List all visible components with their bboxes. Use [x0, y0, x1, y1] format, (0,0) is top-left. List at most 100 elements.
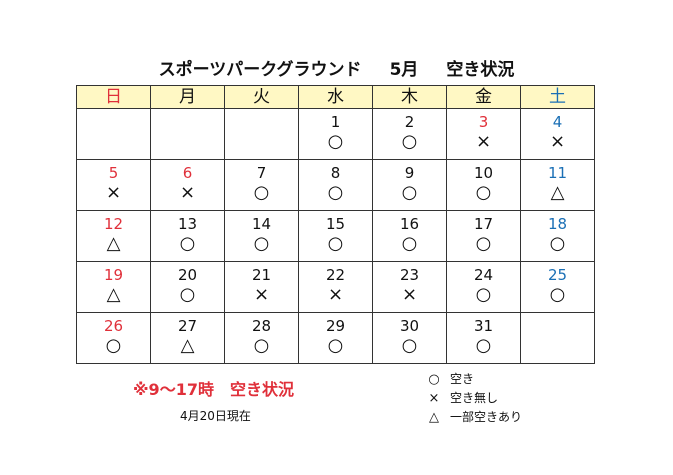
- day-number: 13: [177, 215, 198, 233]
- calendar-day-cell: 23 ×: [372, 261, 447, 313]
- day-number: 4: [552, 113, 563, 131]
- calendar-day-cell: 7 ○: [224, 159, 299, 211]
- day-number: 11: [547, 164, 568, 182]
- title-month: 5月: [389, 60, 419, 80]
- availability-mark-icon: ×: [253, 284, 270, 305]
- day-number: 7: [256, 164, 267, 182]
- availability-mark-icon: ○: [179, 284, 196, 305]
- availability-mark-icon: ○: [549, 233, 566, 254]
- calendar-day-cell: 27 △: [150, 312, 225, 364]
- calendar-week-row: 5 × 6 × 7 ○ 8 ○ 9 ○ 10 ○ 11 △: [76, 159, 595, 211]
- availability-mark-icon: ○: [253, 182, 270, 203]
- day-number: 19: [103, 266, 124, 284]
- calendar-day-cell: 28 ○: [224, 312, 299, 364]
- calendar-week-row: 26 ○ 27 △ 28 ○ 29 ○ 30 ○ 31 ○: [76, 312, 595, 364]
- calendar-day-cell: 30 ○: [372, 312, 447, 364]
- calendar-day-cell: 21 ×: [224, 261, 299, 313]
- calendar-table: 日 月 火 水 木 金 土 1 ○ 2 ○ 3 × 4 × 5 × 6 × 7 ○ 8 ○ 9 ○ 10 ○ 11 △ 12…: [76, 85, 595, 364]
- availability-mark-icon: ○: [475, 182, 492, 203]
- day-number: 27: [177, 317, 198, 335]
- availability-mark-icon: ○: [327, 131, 344, 152]
- day-number: 1: [330, 113, 341, 131]
- availability-mark-icon: ○: [401, 182, 418, 203]
- availability-mark-icon: ○: [253, 233, 270, 254]
- day-number: 8: [330, 164, 341, 182]
- calendar-week-row: 1 ○ 2 ○ 3 × 4 ×: [76, 108, 595, 160]
- legend: ○ 空き × 空き無し △ 一部空きあり: [418, 370, 522, 427]
- availability-mark-icon: ○: [105, 335, 122, 356]
- day-number: 17: [473, 215, 494, 233]
- legend-label: 一部空きあり: [450, 410, 523, 424]
- legend-label: 空き無し: [450, 391, 499, 405]
- day-number: 14: [251, 215, 272, 233]
- calendar-day-cell: 20 ○: [150, 261, 225, 313]
- hours-note: ※9～17時 空き状況: [133, 380, 294, 399]
- calendar-week-row: 19 △ 20 ○ 21 × 22 × 23 × 24 ○ 25 ○: [76, 261, 595, 313]
- availability-mark-icon: △: [550, 182, 565, 203]
- cross-icon: ×: [428, 391, 440, 406]
- availability-mark-icon: ○: [179, 233, 196, 254]
- calendar-day-cell: 14 ○: [224, 210, 299, 262]
- day-number: 2: [404, 113, 415, 131]
- calendar-day-cell: [150, 108, 225, 160]
- calendar-day-cell: 17 ○: [446, 210, 521, 262]
- day-number: 24: [473, 266, 494, 284]
- calendar-day-cell: 10 ○: [446, 159, 521, 211]
- day-number: 23: [399, 266, 420, 284]
- day-number: 3: [478, 113, 489, 131]
- availability-mark-icon: △: [180, 335, 195, 356]
- day-number: 25: [547, 266, 568, 284]
- day-number: 10: [473, 164, 494, 182]
- availability-mark-icon: ○: [475, 284, 492, 305]
- day-number: 18: [547, 215, 568, 233]
- availability-mark-icon: ○: [401, 335, 418, 356]
- title-park: スポーツパークグラウンド: [158, 60, 362, 80]
- weekday-wed: 水: [298, 85, 373, 109]
- calendar-day-cell: 22 ×: [298, 261, 373, 313]
- as-of-date: 4月20日現在: [180, 409, 251, 423]
- calendar-day-cell: 5 ×: [76, 159, 151, 211]
- availability-mark-icon: ×: [549, 131, 566, 152]
- calendar-day-cell: 16 ○: [372, 210, 447, 262]
- calendar-day-cell: 13 ○: [150, 210, 225, 262]
- calendar-week-row: 12 △ 13 ○ 14 ○ 15 ○ 16 ○ 17 ○ 18 ○: [76, 210, 595, 262]
- calendar-day-cell: 25 ○: [520, 261, 595, 313]
- calendar-day-cell: [520, 312, 595, 364]
- day-number: 29: [325, 317, 346, 335]
- availability-mark-icon: ○: [401, 131, 418, 152]
- day-number: 20: [177, 266, 198, 284]
- day-number: 6: [182, 164, 193, 182]
- day-number: 30: [399, 317, 420, 335]
- day-number: 9: [404, 164, 415, 182]
- day-number: 28: [251, 317, 272, 335]
- legend-item-unavailable: × 空き無し: [418, 389, 522, 408]
- calendar-day-cell: 1 ○: [298, 108, 373, 160]
- availability-mark-icon: ○: [327, 335, 344, 356]
- calendar-day-cell: 18 ○: [520, 210, 595, 262]
- calendar-day-cell: [224, 108, 299, 160]
- weekday-sat: 土: [520, 85, 595, 109]
- legend-label: 空き: [450, 372, 475, 386]
- weekday-sun: 日: [76, 85, 151, 109]
- availability-mark-icon: ×: [179, 182, 196, 203]
- calendar-day-cell: 15 ○: [298, 210, 373, 262]
- availability-mark-icon: ×: [401, 284, 418, 305]
- weekday-mon: 月: [150, 85, 225, 109]
- weekday-header-row: 日 月 火 水 木 金 土: [76, 85, 595, 109]
- availability-mark-icon: ○: [475, 335, 492, 356]
- availability-mark-icon: △: [106, 284, 121, 305]
- weekday-fri: 金: [446, 85, 521, 109]
- legend-item-partial: △ 一部空きあり: [418, 408, 522, 427]
- day-number: 12: [103, 215, 124, 233]
- calendar-day-cell: 31 ○: [446, 312, 521, 364]
- day-number: 21: [251, 266, 272, 284]
- day-number: 26: [103, 317, 124, 335]
- calendar-day-cell: 19 △: [76, 261, 151, 313]
- calendar-day-cell: 8 ○: [298, 159, 373, 211]
- day-number: 16: [399, 215, 420, 233]
- calendar-day-cell: 12 △: [76, 210, 151, 262]
- triangle-icon: △: [429, 410, 439, 425]
- availability-mark-icon: △: [106, 233, 121, 254]
- calendar-day-cell: 26 ○: [76, 312, 151, 364]
- title-status: 空き状況: [446, 60, 515, 80]
